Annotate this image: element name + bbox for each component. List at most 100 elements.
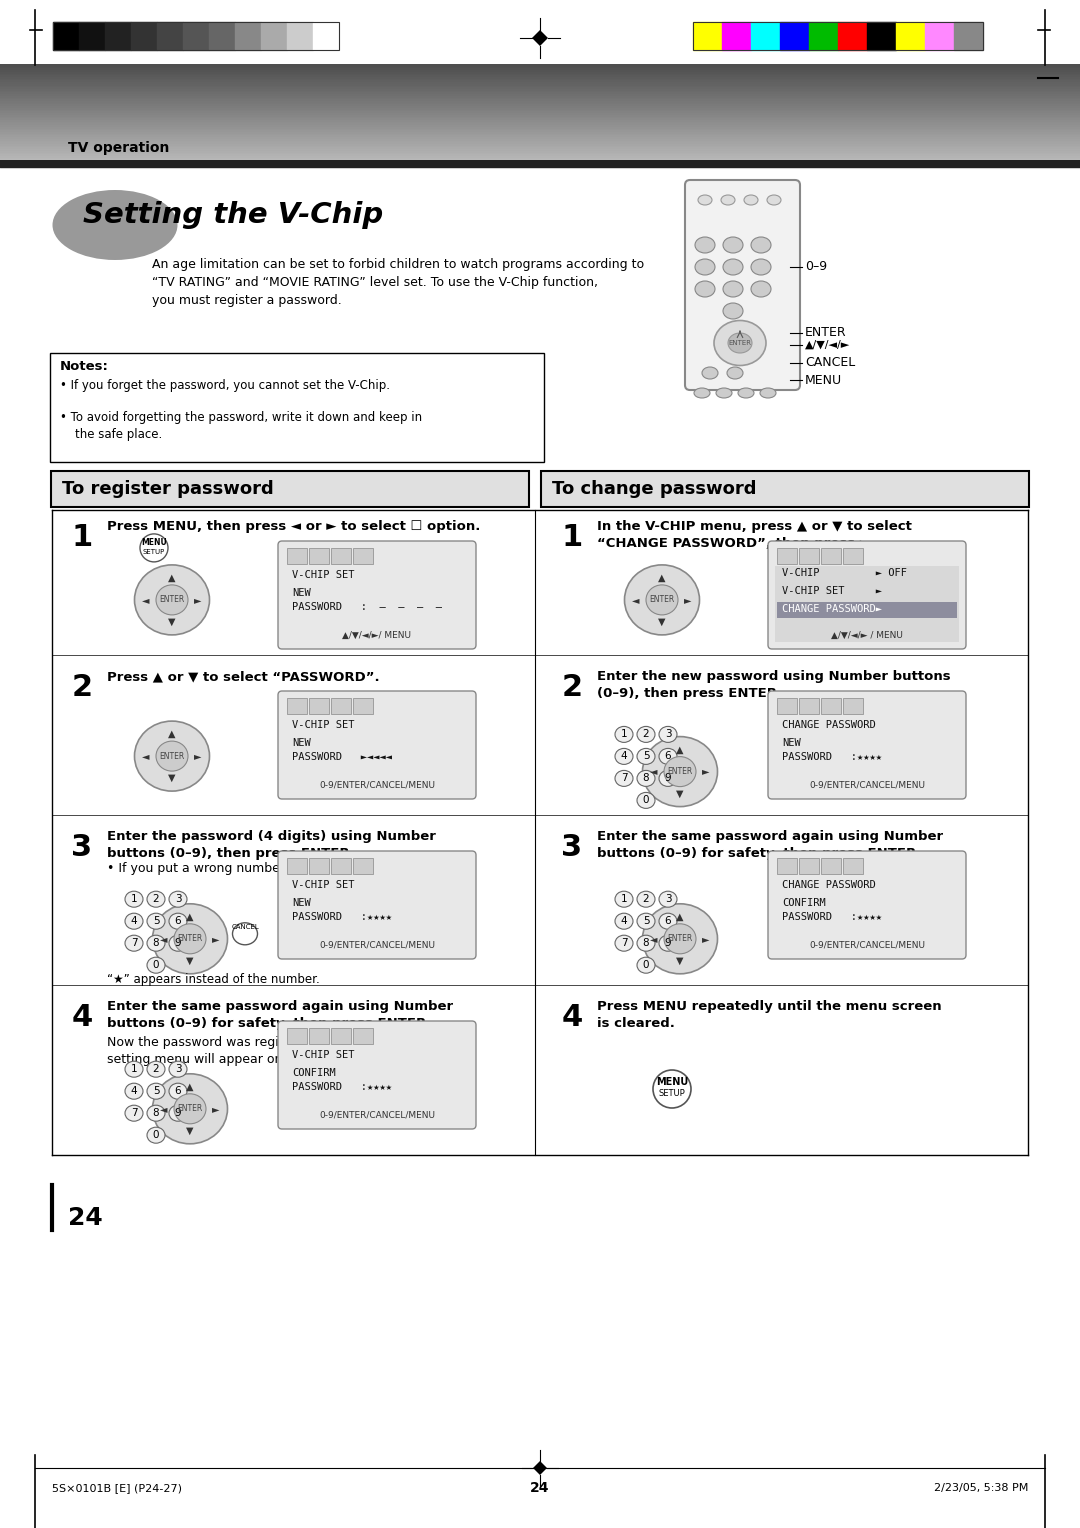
- Bar: [838, 21, 867, 50]
- Text: Press MENU, then press ◄ or ► to select ☐ option.: Press MENU, then press ◄ or ► to select …: [107, 520, 481, 533]
- Ellipse shape: [664, 924, 696, 953]
- Text: Press MENU repeatedly until the menu screen
is cleared.: Press MENU repeatedly until the menu scr…: [597, 999, 942, 1030]
- Ellipse shape: [232, 923, 257, 944]
- Text: CONFIRM: CONFIRM: [782, 898, 826, 908]
- Text: ▼: ▼: [676, 957, 684, 966]
- Bar: [235, 21, 261, 50]
- Text: ◄: ◄: [160, 934, 167, 944]
- Ellipse shape: [125, 935, 143, 952]
- Ellipse shape: [702, 367, 718, 379]
- FancyBboxPatch shape: [799, 859, 819, 874]
- FancyBboxPatch shape: [353, 859, 373, 874]
- Text: 3: 3: [664, 894, 672, 905]
- FancyBboxPatch shape: [821, 549, 841, 564]
- Text: ▲/▼/◄/►/ MENU: ▲/▼/◄/►/ MENU: [342, 631, 411, 640]
- Bar: [924, 21, 954, 50]
- Ellipse shape: [156, 741, 188, 772]
- Text: SETUP: SETUP: [143, 549, 165, 555]
- Text: 7: 7: [621, 938, 627, 949]
- Ellipse shape: [723, 303, 743, 319]
- Ellipse shape: [615, 770, 633, 787]
- Text: ENTER: ENTER: [160, 752, 185, 761]
- Bar: [0, 125, 1080, 128]
- Ellipse shape: [168, 914, 187, 929]
- Text: 5: 5: [152, 917, 160, 926]
- Text: 7: 7: [131, 938, 137, 949]
- Text: To change password: To change password: [552, 480, 756, 498]
- Bar: [0, 105, 1080, 108]
- FancyBboxPatch shape: [309, 1028, 329, 1044]
- Text: Enter the password (4 digits) using Number
buttons (0–9), then press ENTER.: Enter the password (4 digits) using Numb…: [107, 830, 436, 860]
- Text: Now the password was registered and V-Chip
setting menu will appear on the displ: Now the password was registered and V-Ch…: [107, 1036, 390, 1067]
- Text: V-CHIP SET: V-CHIP SET: [292, 880, 354, 889]
- Text: 0-9/ENTER/CANCEL/MENU: 0-9/ENTER/CANCEL/MENU: [319, 1111, 435, 1120]
- Text: 9: 9: [175, 938, 181, 949]
- Ellipse shape: [53, 189, 177, 260]
- Ellipse shape: [147, 1128, 165, 1143]
- Bar: [751, 21, 780, 50]
- FancyBboxPatch shape: [768, 691, 966, 799]
- Ellipse shape: [767, 196, 781, 205]
- Bar: [0, 163, 1080, 167]
- Bar: [0, 75, 1080, 76]
- FancyBboxPatch shape: [278, 541, 476, 649]
- Text: V-CHIP SET: V-CHIP SET: [292, 1050, 354, 1060]
- Text: 8: 8: [152, 1108, 160, 1118]
- Ellipse shape: [659, 770, 677, 787]
- Bar: [0, 157, 1080, 159]
- Bar: [210, 21, 235, 50]
- Ellipse shape: [147, 914, 165, 929]
- Ellipse shape: [615, 891, 633, 908]
- Bar: [0, 0, 1080, 66]
- Text: V-CHIP SET     ►: V-CHIP SET ►: [782, 587, 882, 596]
- Bar: [693, 21, 723, 50]
- Bar: [0, 108, 1080, 112]
- Text: ▲: ▲: [658, 573, 665, 582]
- Bar: [0, 66, 1080, 69]
- Text: TV operation: TV operation: [68, 141, 170, 154]
- FancyBboxPatch shape: [353, 698, 373, 714]
- Bar: [53, 21, 339, 50]
- Bar: [0, 148, 1080, 151]
- Bar: [777, 602, 957, 617]
- FancyBboxPatch shape: [843, 859, 863, 874]
- Text: NEW: NEW: [292, 898, 311, 908]
- Text: 4: 4: [131, 1086, 137, 1096]
- FancyBboxPatch shape: [843, 549, 863, 564]
- Text: PASSWORD   :★★★★: PASSWORD :★★★★: [292, 1082, 392, 1093]
- Ellipse shape: [637, 793, 654, 808]
- Bar: [0, 151, 1080, 154]
- Bar: [0, 69, 1080, 72]
- Bar: [0, 154, 1080, 157]
- Bar: [157, 21, 183, 50]
- Text: ▼: ▼: [186, 1126, 193, 1135]
- Ellipse shape: [637, 749, 654, 764]
- FancyBboxPatch shape: [353, 1028, 373, 1044]
- FancyBboxPatch shape: [309, 549, 329, 564]
- FancyBboxPatch shape: [51, 471, 529, 507]
- FancyBboxPatch shape: [309, 698, 329, 714]
- FancyBboxPatch shape: [287, 549, 307, 564]
- Text: 1: 1: [562, 524, 582, 553]
- Text: 4: 4: [621, 752, 627, 761]
- Text: 2: 2: [643, 729, 649, 740]
- Ellipse shape: [696, 281, 715, 296]
- Ellipse shape: [721, 196, 735, 205]
- Bar: [0, 116, 1080, 118]
- Bar: [780, 21, 809, 50]
- FancyBboxPatch shape: [768, 541, 966, 649]
- Ellipse shape: [751, 237, 771, 254]
- Ellipse shape: [664, 756, 696, 787]
- Bar: [183, 21, 210, 50]
- Text: ▲: ▲: [676, 744, 684, 755]
- Bar: [0, 127, 1080, 130]
- Bar: [0, 145, 1080, 147]
- Bar: [0, 93, 1080, 96]
- Bar: [313, 21, 339, 50]
- Text: Enter the same password again using Number
buttons (0–9) for safety, then press : Enter the same password again using Numb…: [107, 999, 454, 1030]
- Bar: [0, 70, 1080, 73]
- Bar: [723, 21, 751, 50]
- FancyBboxPatch shape: [768, 851, 966, 960]
- Ellipse shape: [637, 914, 654, 929]
- Text: 4: 4: [621, 917, 627, 926]
